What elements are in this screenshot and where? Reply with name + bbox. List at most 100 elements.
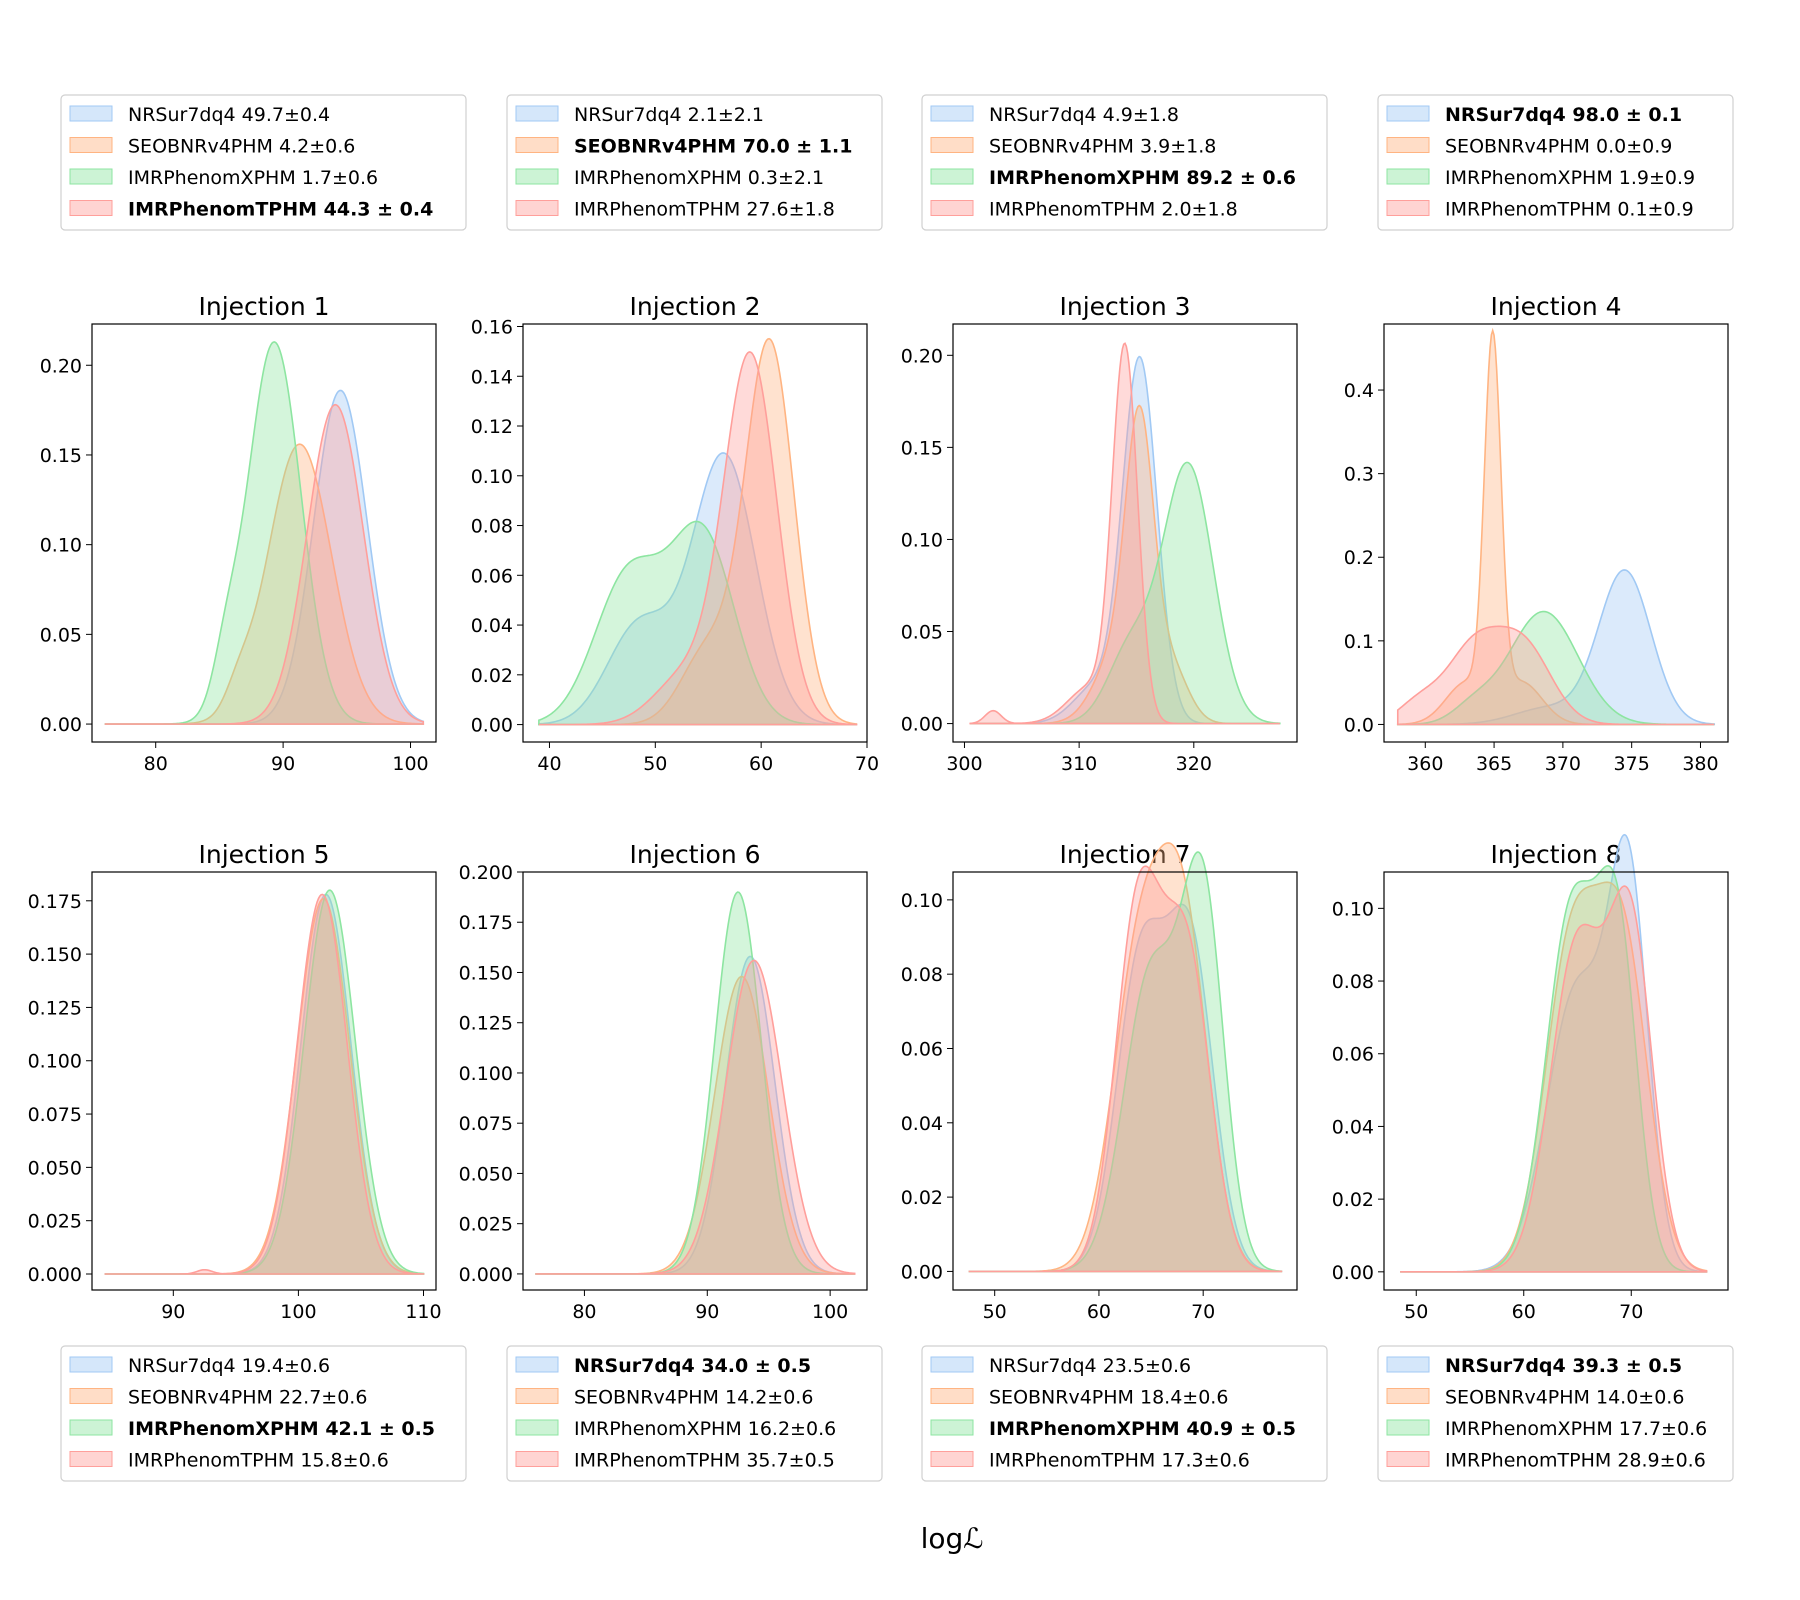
y-tick-label: 0.04 [1332,1116,1374,1138]
y-tick-label: 0.1 [1344,631,1374,653]
legend-injection-1: NRSur7dq4 49.7±0.4 SEOBNRv4PHM 4.2±0.6 IMR… [60,94,467,231]
legend-swatch-seobnrv4phm [69,137,113,153]
y-tick-label: 0.10 [901,890,943,912]
x-tick-label: 380 [1682,753,1718,775]
legend-entry-seobnrv4phm: SEOBNRv4PHM 4.2±0.6 [128,136,355,158]
y-tick-label: 0.050 [459,1163,513,1185]
y-tick-label: 0.08 [471,516,513,538]
panel-title: Injection 7 [1059,840,1190,869]
x-tick-label: 110 [405,1301,441,1323]
legend-entry-imrphenomxphm: IMRPhenomXPHM 17.7±0.6 [1445,1418,1707,1440]
y-tick-label: 0.15 [40,445,82,467]
legend-entry-seobnrv4phm: SEOBNRv4PHM 70.0 ± 1.1 [574,136,852,158]
x-tick-label: 40 [537,753,561,775]
density-imrphenomxphm [538,520,857,726]
legend-injection-8: NRSur7dq4 39.3 ± 0.5 SEOBNRv4PHM 14.0±0.6… [1377,1345,1734,1482]
legend-swatch-imrphenomtphm [930,200,974,216]
y-tick-label: 0.05 [901,622,943,644]
axes-frame [522,871,868,1291]
density-imrphenomtphm [538,351,858,726]
legend-entry-imrphenomxphm: IMRPhenomXPHM 1.9±0.9 [1445,167,1695,189]
x-tick-label: 100 [392,753,428,775]
y-tick-label: 0.06 [471,565,513,587]
legend-swatch-imrphenomxphm [69,1419,113,1436]
y-tick-label: 0.16 [471,316,513,338]
y-tick-label: 0.10 [40,535,82,557]
axes-frame [1383,871,1729,1291]
x-tick-label: 90 [271,753,295,775]
legend-swatch-imrphenomxphm [515,1419,559,1436]
density-imrphenomtphm [535,959,856,1275]
legend-entry-imrphenomtphm: IMRPhenomTPHM 15.8±0.6 [128,1450,389,1472]
panel-title: Injection 5 [198,840,329,869]
legend-entry-seobnrv4phm: SEOBNRv4PHM 14.2±0.6 [574,1387,813,1409]
y-tick-label: 0.175 [28,891,82,913]
legend-entry-seobnrv4phm: SEOBNRv4PHM 18.4±0.6 [989,1387,1228,1409]
legend-swatch-nrsur7dq4 [69,105,113,122]
x-tick-label: 90 [161,1301,185,1323]
y-tick-label: 0.000 [459,1264,513,1286]
y-tick-label: 0.025 [459,1214,513,1236]
legend-swatch-seobnrv4phm [930,1388,974,1404]
legend-swatch-nrsur7dq4 [1386,105,1430,122]
y-tick-label: 0.02 [1332,1189,1374,1211]
y-tick-label: 0.04 [901,1113,943,1135]
legend-entry-nrsur7dq4: NRSur7dq4 49.7±0.4 [128,104,330,126]
x-tick-label: 300 [946,753,982,775]
y-tick-label: 0.20 [40,355,82,377]
axes-frame [522,323,868,743]
x-tick-label: 80 [572,1301,596,1323]
legend-entry-seobnrv4phm: SEOBNRv4PHM 22.7±0.6 [128,1387,367,1409]
legend-entry-seobnrv4phm: SEOBNRv4PHM 0.0±0.9 [1445,136,1672,158]
legend-swatch-imrphenomxphm [930,1419,974,1436]
axes-frame [952,871,1298,1291]
legend-entry-imrphenomxphm: IMRPhenomXPHM 89.2 ± 0.6 [989,167,1296,189]
y-tick-label: 0.06 [1332,1044,1374,1066]
x-tick-label: 360 [1407,753,1443,775]
y-tick-label: 0.00 [40,714,82,736]
legend-entry-imrphenomxphm: IMRPhenomXPHM 0.3±2.1 [574,167,824,189]
legend-box [506,1345,883,1482]
legend-box [921,94,1328,231]
y-tick-label: 0.14 [471,366,513,388]
y-tick-label: 0.000 [28,1264,82,1286]
y-tick-label: 0.20 [901,345,943,367]
legend-injection-3: NRSur7dq4 4.9±1.8 SEOBNRv4PHM 3.9±1.8 IMRP… [921,94,1328,231]
axes-frame [1383,323,1729,743]
y-tick-label: 0.125 [459,1013,513,1035]
legend-swatch-seobnrv4phm [930,137,974,153]
y-tick-label: 0.150 [459,962,513,984]
panel-injection-4: Injection 4 360 365 370 375 380 0.0 0.1 0.2 0.3 0.… [1344,94,1734,775]
y-tick-label: 0.05 [40,624,82,646]
legend-swatch-imrphenomxphm [1386,168,1430,185]
legend-swatch-seobnrv4phm [1386,1388,1430,1404]
y-tick-label: 0.02 [901,1187,943,1209]
legend-entry-imrphenomxphm: IMRPhenomXPHM 42.1 ± 0.5 [128,1418,435,1440]
legend-injection-4: NRSur7dq4 98.0 ± 0.1 SEOBNRv4PHM 0.0±0.9 I… [1377,94,1734,231]
y-tick-label: 0.4 [1344,380,1374,402]
x-tick-label: 100 [280,1301,316,1323]
legend-injection-7: NRSur7dq4 23.5±0.6 SEOBNRv4PHM 18.4±0.6 IM… [921,1345,1328,1482]
legend-entry-nrsur7dq4: NRSur7dq4 98.0 ± 0.1 [1445,104,1682,126]
legend-entry-nrsur7dq4: NRSur7dq4 4.9±1.8 [989,104,1179,126]
y-tick-label: 0.100 [28,1051,82,1073]
y-tick-label: 0.10 [471,466,513,488]
legend-swatch-seobnrv4phm [69,1388,113,1404]
y-tick-label: 0.10 [901,529,943,551]
legend-swatch-nrsur7dq4 [69,1356,113,1373]
x-tick-label: 60 [1512,1301,1536,1323]
x-tick-label: 310 [1061,753,1097,775]
legend-entry-imrphenomtphm: IMRPhenomTPHM 27.6±1.8 [574,199,835,221]
legend-entry-imrphenomtphm: IMRPhenomTPHM 35.7±0.5 [574,1450,835,1472]
legend-box [506,94,883,231]
x-tick-label: 90 [695,1301,719,1323]
y-tick-label: 0.00 [1332,1262,1374,1284]
legend-box [60,94,467,231]
legend-swatch-nrsur7dq4 [1386,1356,1430,1373]
y-tick-label: 0.125 [28,997,82,1019]
x-tick-label: 50 [983,1301,1007,1323]
legend-swatch-seobnrv4phm [1386,137,1430,153]
legend-box [1377,94,1734,231]
legend-entry-imrphenomtphm: IMRPhenomTPHM 0.1±0.9 [1445,199,1694,221]
